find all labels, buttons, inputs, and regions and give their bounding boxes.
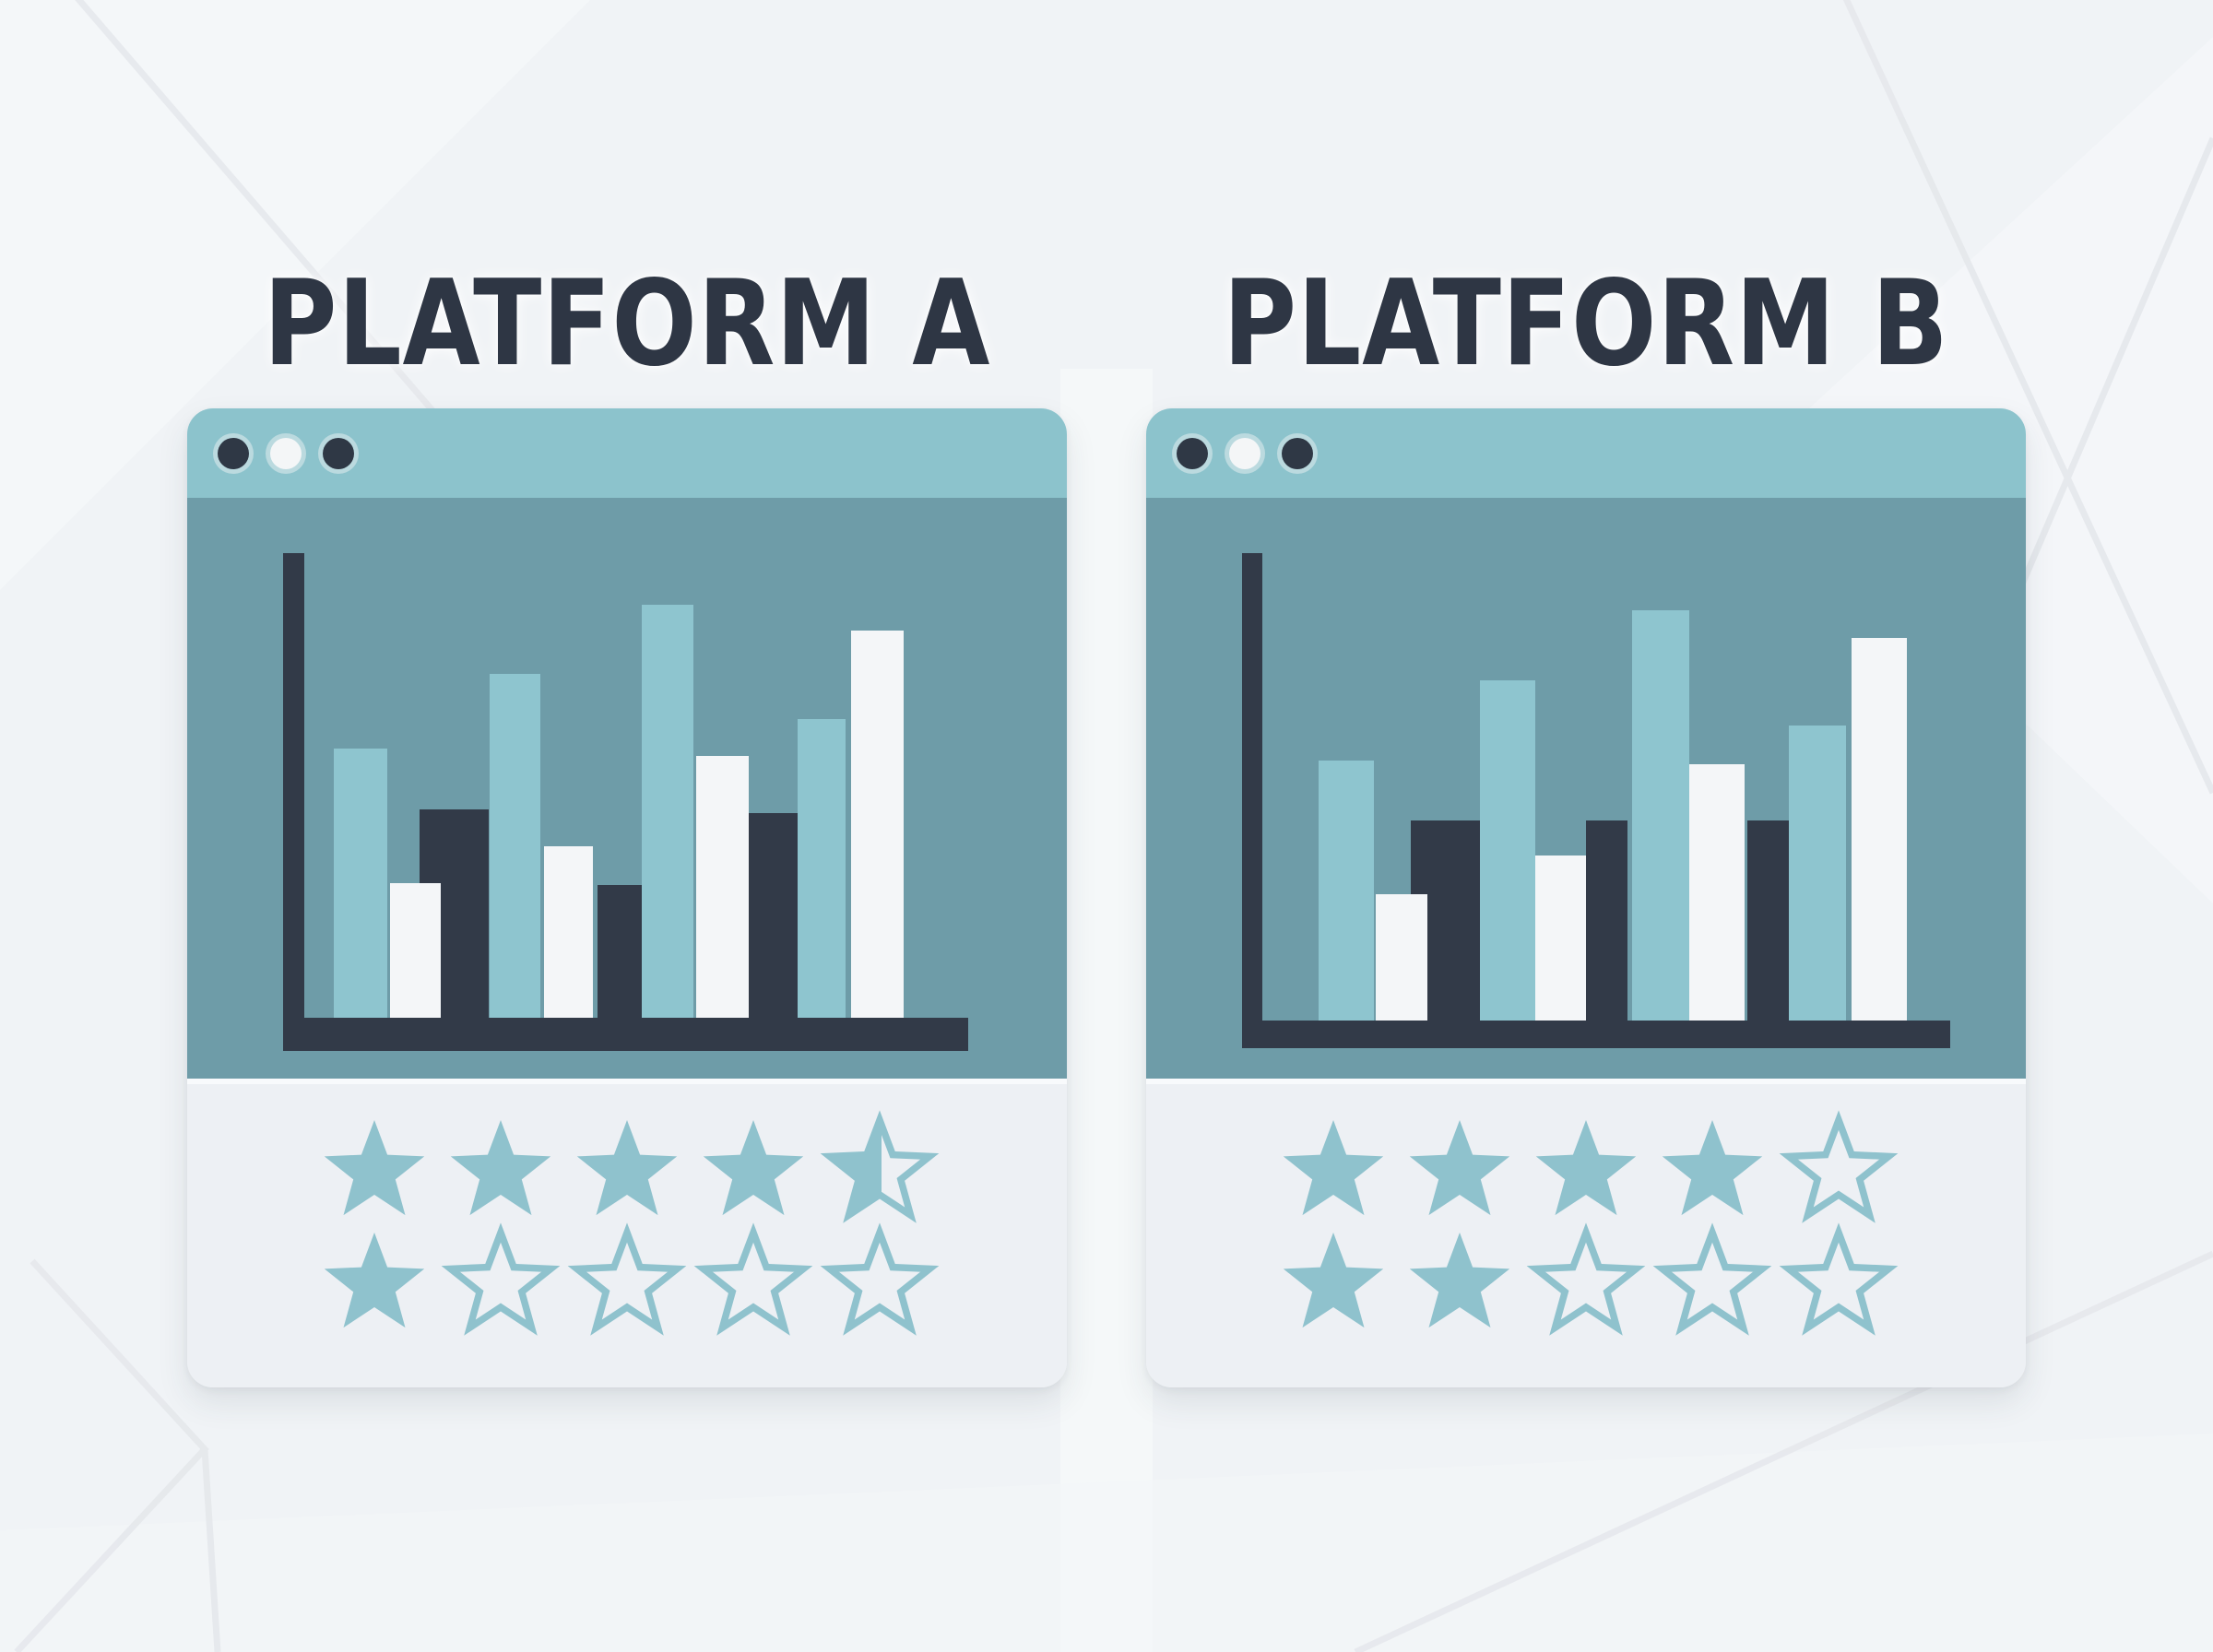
star-icon-empty xyxy=(693,1222,813,1336)
window-dot-icon xyxy=(218,437,249,469)
star-icon-full xyxy=(703,1120,804,1216)
star-icon-empty xyxy=(820,1222,940,1336)
star-icon-full xyxy=(1662,1120,1763,1216)
star-icon-full xyxy=(1409,1120,1510,1216)
window-dot-icon xyxy=(1229,437,1260,469)
chart-y-axis xyxy=(283,553,304,1051)
star-icon-half xyxy=(820,1110,940,1223)
chart-bar-dark xyxy=(749,813,798,1018)
star-icon-full xyxy=(324,1120,425,1216)
star-icon-full xyxy=(450,1120,551,1216)
rating-panel xyxy=(1146,1079,2026,1387)
bar-chart xyxy=(1146,498,2026,1079)
star-rating-row xyxy=(319,1110,940,1224)
chart-y-axis xyxy=(1242,553,1262,1048)
window-dot-icon xyxy=(323,437,354,469)
star-rating-row xyxy=(1278,1110,1899,1224)
chart-bar-white xyxy=(851,631,904,1018)
star-icon-full xyxy=(324,1233,425,1328)
bar-chart-canvas xyxy=(1242,553,1950,1048)
chart-bar-white xyxy=(1535,856,1586,1021)
window-dot-icon xyxy=(1282,437,1313,469)
chart-bar-teal xyxy=(1632,610,1689,1021)
star-icon-empty xyxy=(567,1222,687,1336)
star-icon-empty xyxy=(1652,1222,1772,1336)
star-icon-empty xyxy=(1779,1110,1899,1223)
chart-bar-teal xyxy=(490,674,540,1018)
platform-a-window xyxy=(187,408,1067,1387)
window-dot-icon xyxy=(270,437,302,469)
platform-b-title: PLATFORM B xyxy=(1223,255,1949,393)
star-icon-empty xyxy=(1526,1222,1646,1336)
star-icon-full xyxy=(1283,1233,1384,1328)
window-titlebar xyxy=(1146,408,2026,498)
chart-bar-dark xyxy=(1586,820,1627,1021)
chart-bar-teal xyxy=(1789,726,1846,1021)
window-dot-icon xyxy=(1177,437,1208,469)
platform-b-window xyxy=(1146,408,2026,1387)
chart-bar-white xyxy=(696,756,749,1018)
chart-x-axis xyxy=(283,1018,968,1051)
chart-bar-teal xyxy=(1319,761,1374,1021)
star-icon-full xyxy=(1535,1120,1637,1216)
chart-bar-teal xyxy=(642,605,693,1018)
star-icon-full xyxy=(576,1120,678,1216)
star-icon-full xyxy=(1283,1120,1384,1216)
star-rating-row xyxy=(319,1222,940,1337)
chart-bar-white xyxy=(1852,638,1907,1021)
chart-bar-white xyxy=(1376,894,1427,1021)
chart-bar-dark xyxy=(1747,820,1789,1021)
chart-bar-teal xyxy=(334,749,387,1018)
star-icon-empty xyxy=(1779,1222,1899,1336)
chart-bar-white xyxy=(544,846,593,1018)
window-titlebar xyxy=(187,408,1067,498)
star-rating-row xyxy=(1278,1222,1899,1337)
chart-bar-teal xyxy=(798,719,846,1018)
rating-panel xyxy=(187,1079,1067,1387)
star-icon-empty xyxy=(441,1222,561,1336)
chart-bar-teal xyxy=(1480,680,1535,1021)
bar-chart-canvas xyxy=(283,553,968,1051)
chart-x-axis xyxy=(1242,1021,1950,1048)
platform-a-title: PLATFORM A xyxy=(263,255,991,393)
bar-chart xyxy=(187,498,1067,1079)
chart-bar-white xyxy=(390,883,441,1018)
chart-bar-white xyxy=(1689,764,1745,1021)
star-icon-full xyxy=(1409,1233,1510,1328)
